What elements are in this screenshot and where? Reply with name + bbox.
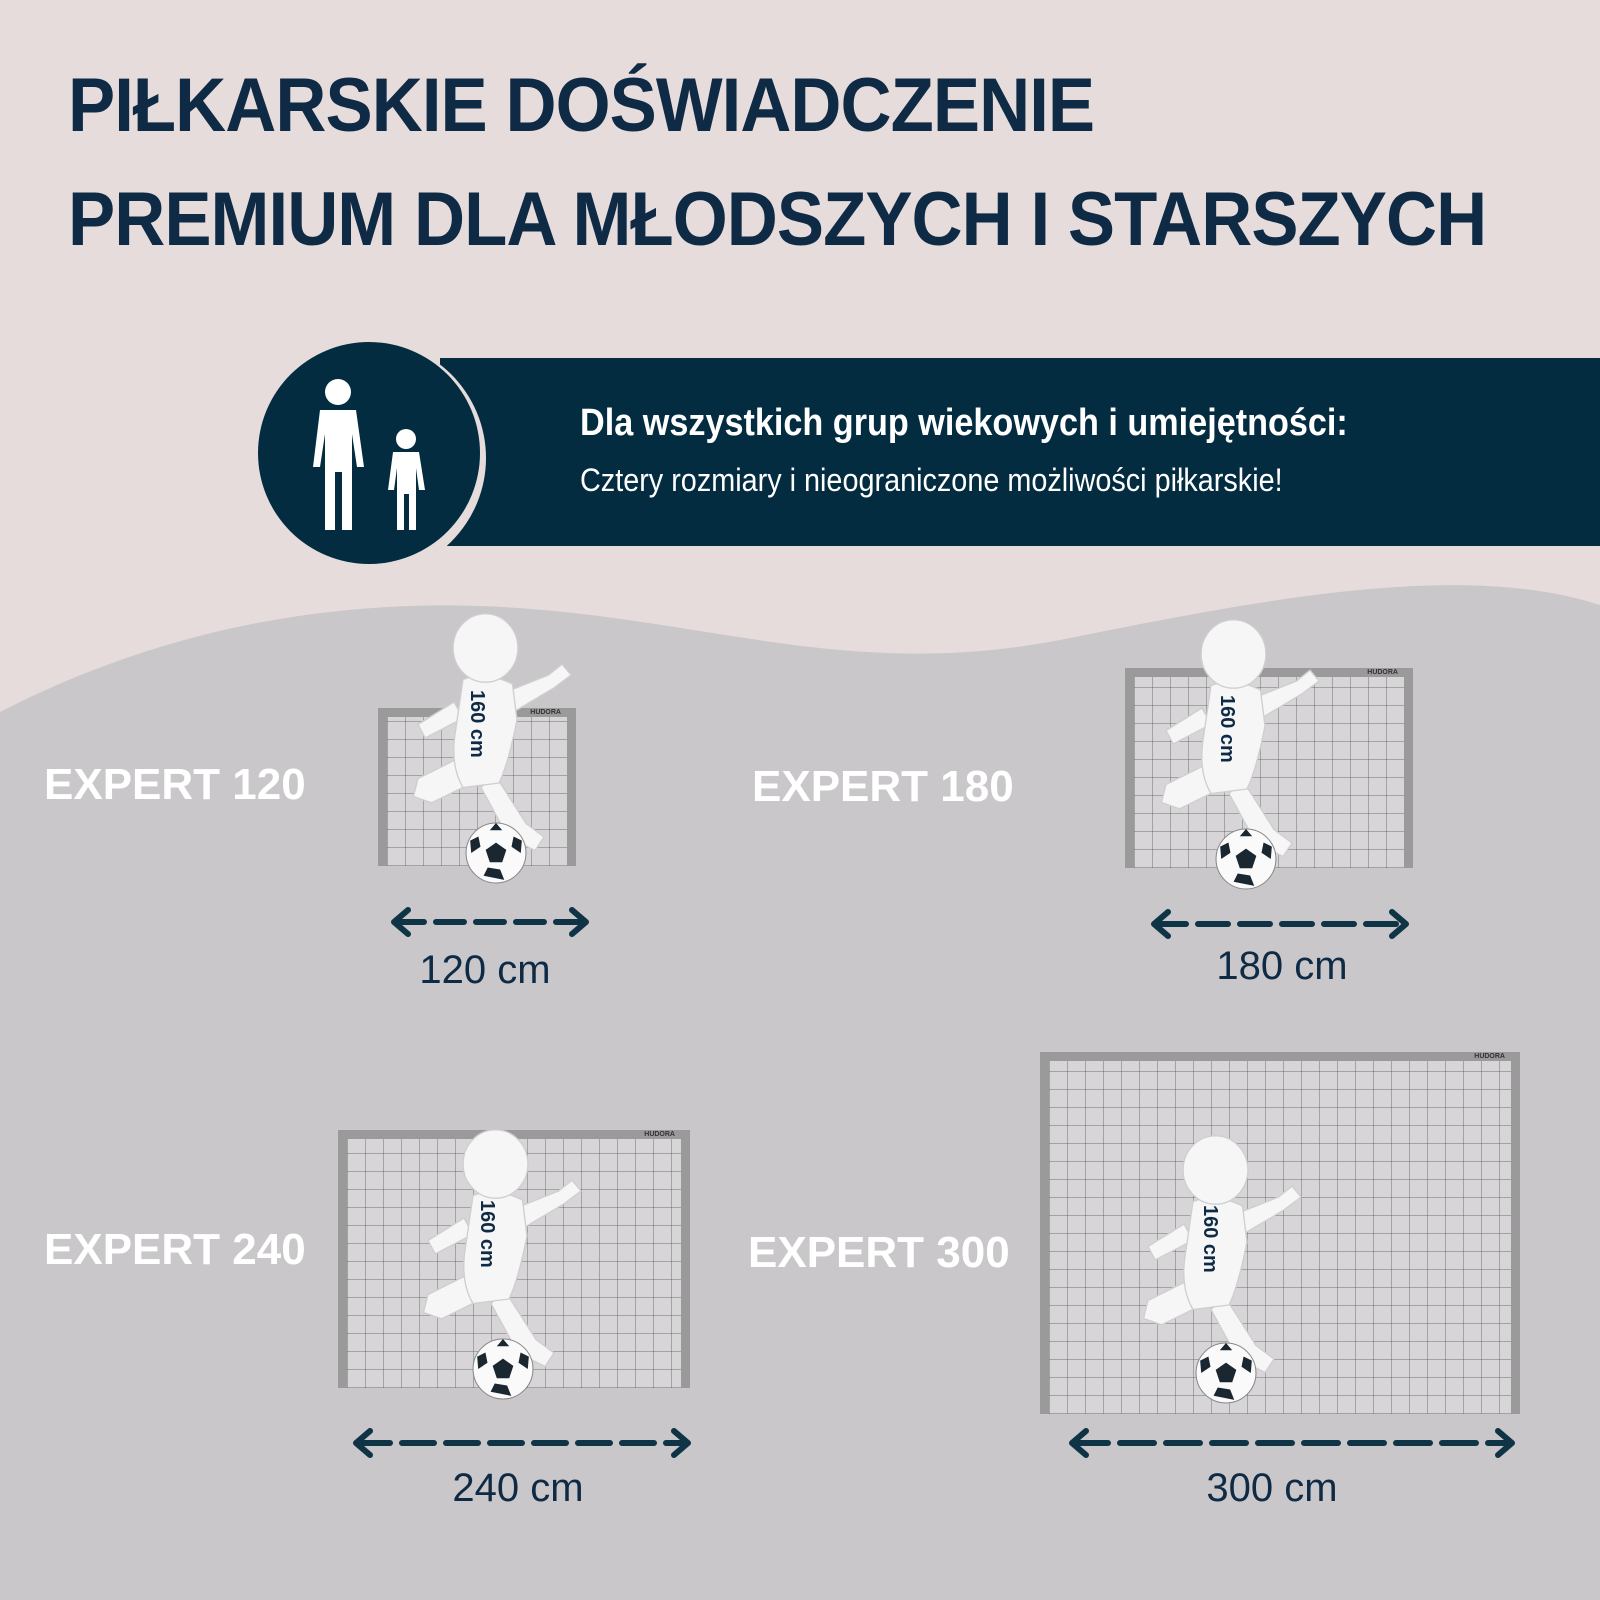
product-name-expert-120: EXPERT 120 (44, 760, 306, 809)
figure-height-label: 160 cm (466, 690, 488, 758)
figure-height-label: 160 cm (1216, 695, 1238, 763)
soccer-ball-icon (1215, 828, 1277, 890)
figure-height-label: 160 cm (1199, 1205, 1221, 1273)
product-name-expert-180: EXPERT 180 (752, 762, 1014, 811)
adult-and-child-icon (258, 342, 480, 564)
width-label-expert-300: 300 cm (1206, 1466, 1338, 1510)
banner-title: Dla wszystkich grup wiekowych i umiejętn… (580, 402, 1348, 444)
headline-line-1: PIŁKARSKIE DOŚWIADCZENIE (68, 63, 1095, 148)
soccer-ball-icon (472, 1338, 534, 1400)
banner-subtitle: Cztery rozmiary i nieograniczone możliwo… (580, 462, 1283, 498)
width-label-expert-240: 240 cm (452, 1466, 584, 1510)
figure-height-label: 160 cm (476, 1200, 498, 1268)
info-banner (440, 358, 1600, 546)
width-label-expert-180: 180 cm (1216, 944, 1348, 988)
goal-expert-300: HUDORA (1040, 1052, 1520, 1414)
soccer-ball-icon (465, 822, 527, 884)
soccer-ball-icon (1195, 1342, 1257, 1404)
product-name-expert-240: EXPERT 240 (44, 1225, 306, 1274)
headline-line-2: PREMIUM DLA MŁODSZYCH I STARSZYCH (68, 177, 1487, 262)
width-label-expert-120: 120 cm (419, 948, 551, 992)
product-name-expert-300: EXPERT 300 (748, 1228, 1010, 1277)
